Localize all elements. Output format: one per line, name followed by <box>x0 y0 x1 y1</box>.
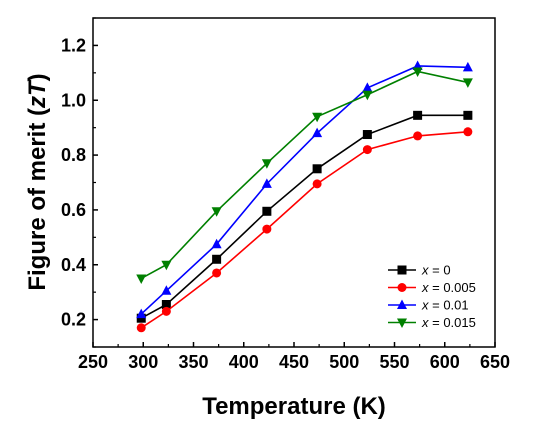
data-point <box>161 260 172 271</box>
data-point <box>136 323 146 333</box>
x-axis-title: Temperature (K) <box>202 393 386 420</box>
legend-label: x = 0.015 <box>421 315 476 330</box>
legend-label: x = 0 <box>421 263 451 278</box>
data-point <box>136 313 146 323</box>
legend-label: x = 0.01 <box>421 298 469 313</box>
data-point <box>212 254 222 264</box>
data-point <box>462 78 473 88</box>
data-point <box>161 300 171 310</box>
legend-label-value: = 0 <box>429 263 451 278</box>
x-axis-ticks: 250 300 350 400 450 500 550 600 650 <box>78 342 510 372</box>
legend-marker <box>397 265 407 275</box>
y-tick-label: 0.4 <box>61 255 86 275</box>
data-point <box>211 238 222 249</box>
series-group <box>136 110 473 323</box>
data-point <box>161 306 171 316</box>
data-point <box>413 131 423 141</box>
data-point <box>362 145 372 155</box>
data-point <box>312 127 323 138</box>
x-tick-label: 600 <box>430 352 460 372</box>
x-tick-label: 400 <box>229 352 259 372</box>
y-axis-title-variable: zT <box>24 79 51 109</box>
legend-item: x = 0.015 <box>388 315 476 330</box>
series-group <box>136 60 473 319</box>
legend-marker <box>397 299 407 309</box>
legend-label-variable: x <box>421 315 429 330</box>
y-tick-label: 1.2 <box>61 35 86 55</box>
y-tick-label: 0.8 <box>61 145 86 165</box>
data-point <box>261 159 272 169</box>
series-line <box>140 114 468 319</box>
data-point <box>362 90 373 101</box>
y-axis-title-end: ) <box>24 73 51 81</box>
data-point <box>161 285 172 295</box>
legend-label-variable: x <box>421 263 429 278</box>
data-point <box>362 130 372 140</box>
series-line <box>140 70 469 280</box>
x-tick-label: 350 <box>178 352 208 372</box>
series-line <box>140 130 468 329</box>
data-point <box>212 268 222 278</box>
x-tick-label: 650 <box>480 352 510 372</box>
series-line <box>140 65 468 315</box>
y-axis-title: Figure of merit (zT) <box>24 73 51 290</box>
legend-item: x = 0.005 <box>388 280 476 295</box>
data-point <box>412 67 423 77</box>
data-point <box>262 206 272 216</box>
x-tick-label: 500 <box>329 352 359 372</box>
legend-item: x = 0 <box>388 263 451 278</box>
x-tick-label: 300 <box>128 352 158 372</box>
data-point <box>462 61 473 72</box>
data-point <box>463 110 473 120</box>
data-point <box>136 308 147 319</box>
series-group <box>136 127 473 333</box>
data-point <box>362 82 373 92</box>
x-tick-label: 250 <box>78 352 108 372</box>
data-point <box>211 207 222 217</box>
data-point <box>312 179 322 189</box>
legend-label: x = 0.005 <box>421 280 476 295</box>
legend-item: x = 0.01 <box>388 298 469 313</box>
legend-label-value: = 0.005 <box>429 280 476 295</box>
x-tick-label: 450 <box>279 352 309 372</box>
data-point <box>262 224 272 234</box>
y-tick-label: 0.2 <box>61 310 86 330</box>
legend-label-variable: x <box>421 280 429 295</box>
legend-label-variable: x <box>421 298 429 313</box>
data-point <box>312 164 322 174</box>
series-layer <box>136 60 473 333</box>
y-axis-ticks: 0.2 0.4 0.6 0.8 1.0 1.2 <box>61 17 98 348</box>
data-point <box>463 127 473 137</box>
y-tick-label: 1.0 <box>61 90 86 110</box>
x-tick-label: 550 <box>379 352 409 372</box>
y-tick-label: 0.6 <box>61 200 86 220</box>
data-point <box>136 274 147 284</box>
legend-label-value: = 0.015 <box>429 315 476 330</box>
y-axis-title-main: Figure of merit ( <box>24 108 51 291</box>
legend-label-value: = 0.01 <box>429 298 469 313</box>
legend-marker <box>397 318 407 328</box>
data-point <box>261 178 272 188</box>
data-point <box>312 112 323 123</box>
legend-marker <box>397 283 407 292</box>
data-point <box>413 110 423 120</box>
series-group <box>136 67 473 284</box>
